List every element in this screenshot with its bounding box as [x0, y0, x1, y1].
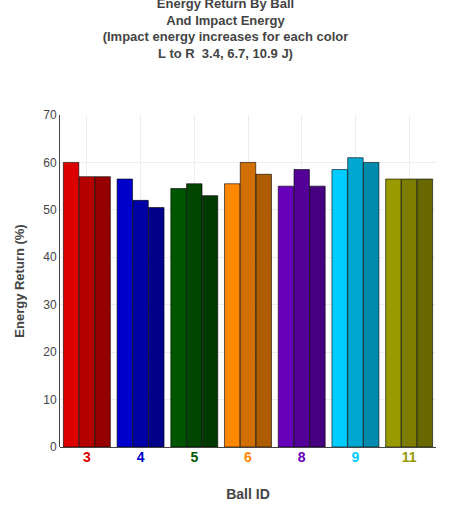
svg-text:Energy Return (%): Energy Return (%): [12, 224, 27, 337]
svg-text:3: 3: [83, 449, 91, 465]
svg-text:50: 50: [43, 203, 57, 217]
svg-text:60: 60: [43, 156, 57, 170]
svg-text:Energy Return By BallAnd Impac: Energy Return By BallAnd Impact Energy(I…: [103, 0, 349, 61]
svg-text:4: 4: [137, 449, 145, 465]
svg-text:0: 0: [50, 440, 57, 454]
svg-text:20: 20: [43, 345, 57, 359]
svg-text:11: 11: [402, 449, 417, 465]
svg-text:5: 5: [190, 449, 198, 465]
svg-text:10: 10: [43, 393, 57, 407]
svg-text:6: 6: [244, 449, 252, 465]
svg-text:70: 70: [43, 108, 57, 122]
svg-text:9: 9: [352, 449, 360, 465]
svg-text:40: 40: [43, 250, 57, 264]
svg-text:Ball ID: Ball ID: [226, 486, 270, 502]
svg-text:30: 30: [43, 298, 57, 312]
svg-text:8: 8: [298, 449, 306, 465]
